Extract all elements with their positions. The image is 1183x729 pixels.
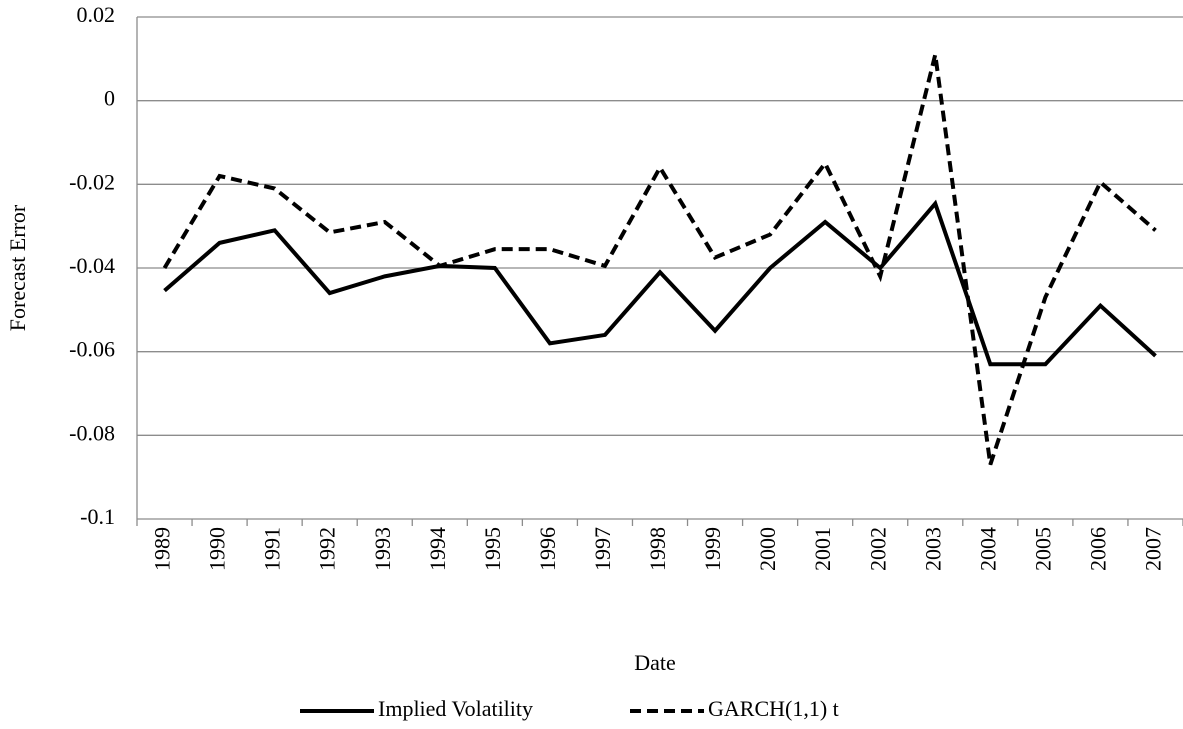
x-tick-label: 2006 bbox=[1085, 527, 1110, 571]
y-tick-label: -0.08 bbox=[69, 420, 115, 445]
x-tick-label: 2005 bbox=[1030, 527, 1055, 571]
x-tick-label: 1991 bbox=[260, 527, 285, 571]
series-line bbox=[163, 199, 1157, 367]
y-tick-label: -0.06 bbox=[69, 337, 115, 362]
legend-label: Implied Volatility bbox=[378, 696, 533, 721]
y-tick-label: -0.04 bbox=[69, 253, 115, 278]
x-tick-label: 1989 bbox=[150, 527, 175, 571]
x-tick-label: 2007 bbox=[1141, 527, 1166, 571]
y-tick-label: 0 bbox=[104, 86, 115, 111]
y-tick-label: -0.02 bbox=[69, 169, 115, 194]
y-tick-label: -0.1 bbox=[80, 504, 115, 529]
series-line bbox=[162, 54, 1157, 466]
x-tick-label: 1993 bbox=[370, 527, 395, 571]
x-axis-title: Date bbox=[634, 650, 676, 675]
legend-label: GARCH(1,1) t bbox=[708, 696, 839, 721]
x-tick-label: 2000 bbox=[755, 527, 780, 571]
x-tick-label: 1999 bbox=[700, 527, 725, 571]
x-tick-label: 1995 bbox=[480, 527, 505, 571]
x-tick-label: 2004 bbox=[975, 527, 1000, 571]
x-tick-label: 2003 bbox=[920, 527, 945, 571]
x-tick-label: 1990 bbox=[205, 527, 230, 571]
x-tick-label: 1998 bbox=[645, 527, 670, 571]
x-tick-label: 2001 bbox=[810, 527, 835, 571]
x-tick-label: 1994 bbox=[425, 527, 450, 571]
x-tick-label: 2002 bbox=[865, 527, 890, 571]
y-axis-title: Forecast Error bbox=[5, 204, 30, 331]
y-tick-label: 0.02 bbox=[77, 2, 116, 27]
x-tick-label: 1992 bbox=[315, 527, 340, 571]
x-tick-label: 1997 bbox=[590, 527, 615, 571]
x-tick-label: 1996 bbox=[535, 527, 560, 571]
